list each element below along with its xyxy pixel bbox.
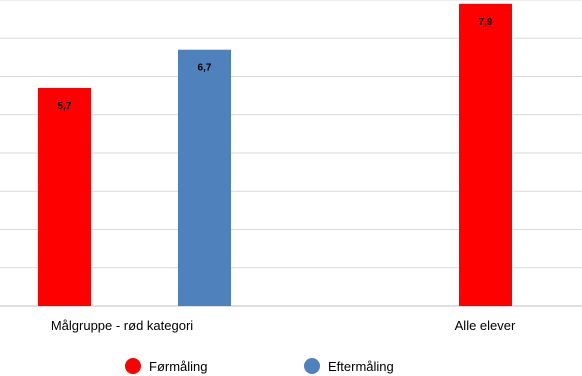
bar-formaling-0 — [38, 87, 91, 306]
category-tick-labels: Målgruppe - rød kategori Alle elever — [51, 318, 516, 333]
bar-formaling-1 — [459, 3, 512, 306]
data-labels: 5,7 7,9 6,7 — [58, 17, 493, 112]
data-label: 5,7 — [58, 101, 72, 112]
legend-label: Eftermåling — [328, 359, 394, 374]
gridlines — [0, 0, 582, 307]
legend-label: Førmåling — [149, 359, 208, 374]
bar-eftermaling-0 — [178, 49, 231, 306]
category-label: Målgruppe - rød kategori — [51, 318, 193, 333]
legend-marker — [125, 358, 141, 374]
bars — [38, 3, 512, 306]
legend: Førmåling Eftermåling — [125, 358, 394, 374]
data-label: 7,9 — [479, 17, 493, 28]
category-label: Alle elever — [455, 318, 516, 333]
data-label: 6,7 — [198, 63, 212, 74]
legend-marker — [304, 358, 320, 374]
